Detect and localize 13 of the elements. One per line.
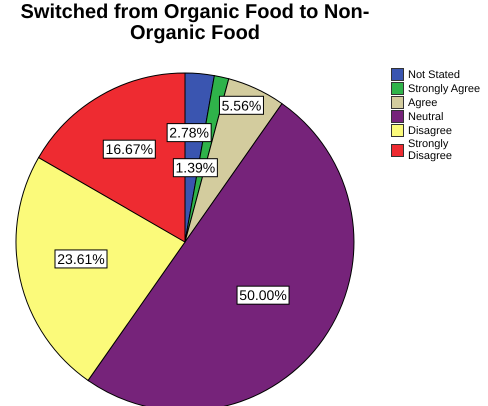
- data-label: 2.78%: [169, 124, 209, 141]
- legend-label: Disagree: [408, 124, 454, 136]
- legend-label: Strongly Disagree: [408, 138, 454, 162]
- data-label: 1.39%: [176, 160, 216, 176]
- data-label: 23.61%: [57, 250, 105, 267]
- data-label: 5.56%: [222, 97, 262, 114]
- data-label: 50.00%: [239, 287, 287, 304]
- chart-title: Switched from Organic Food to Non-Organic Food: [20, 1, 370, 44]
- legend-label: Strongly Agree: [408, 82, 482, 94]
- data-label: 16.67%: [106, 141, 154, 158]
- legend-label: Agree: [408, 96, 438, 108]
- legend-label: Neutral: [408, 110, 444, 122]
- legend-label: Not Stated: [408, 68, 461, 80]
